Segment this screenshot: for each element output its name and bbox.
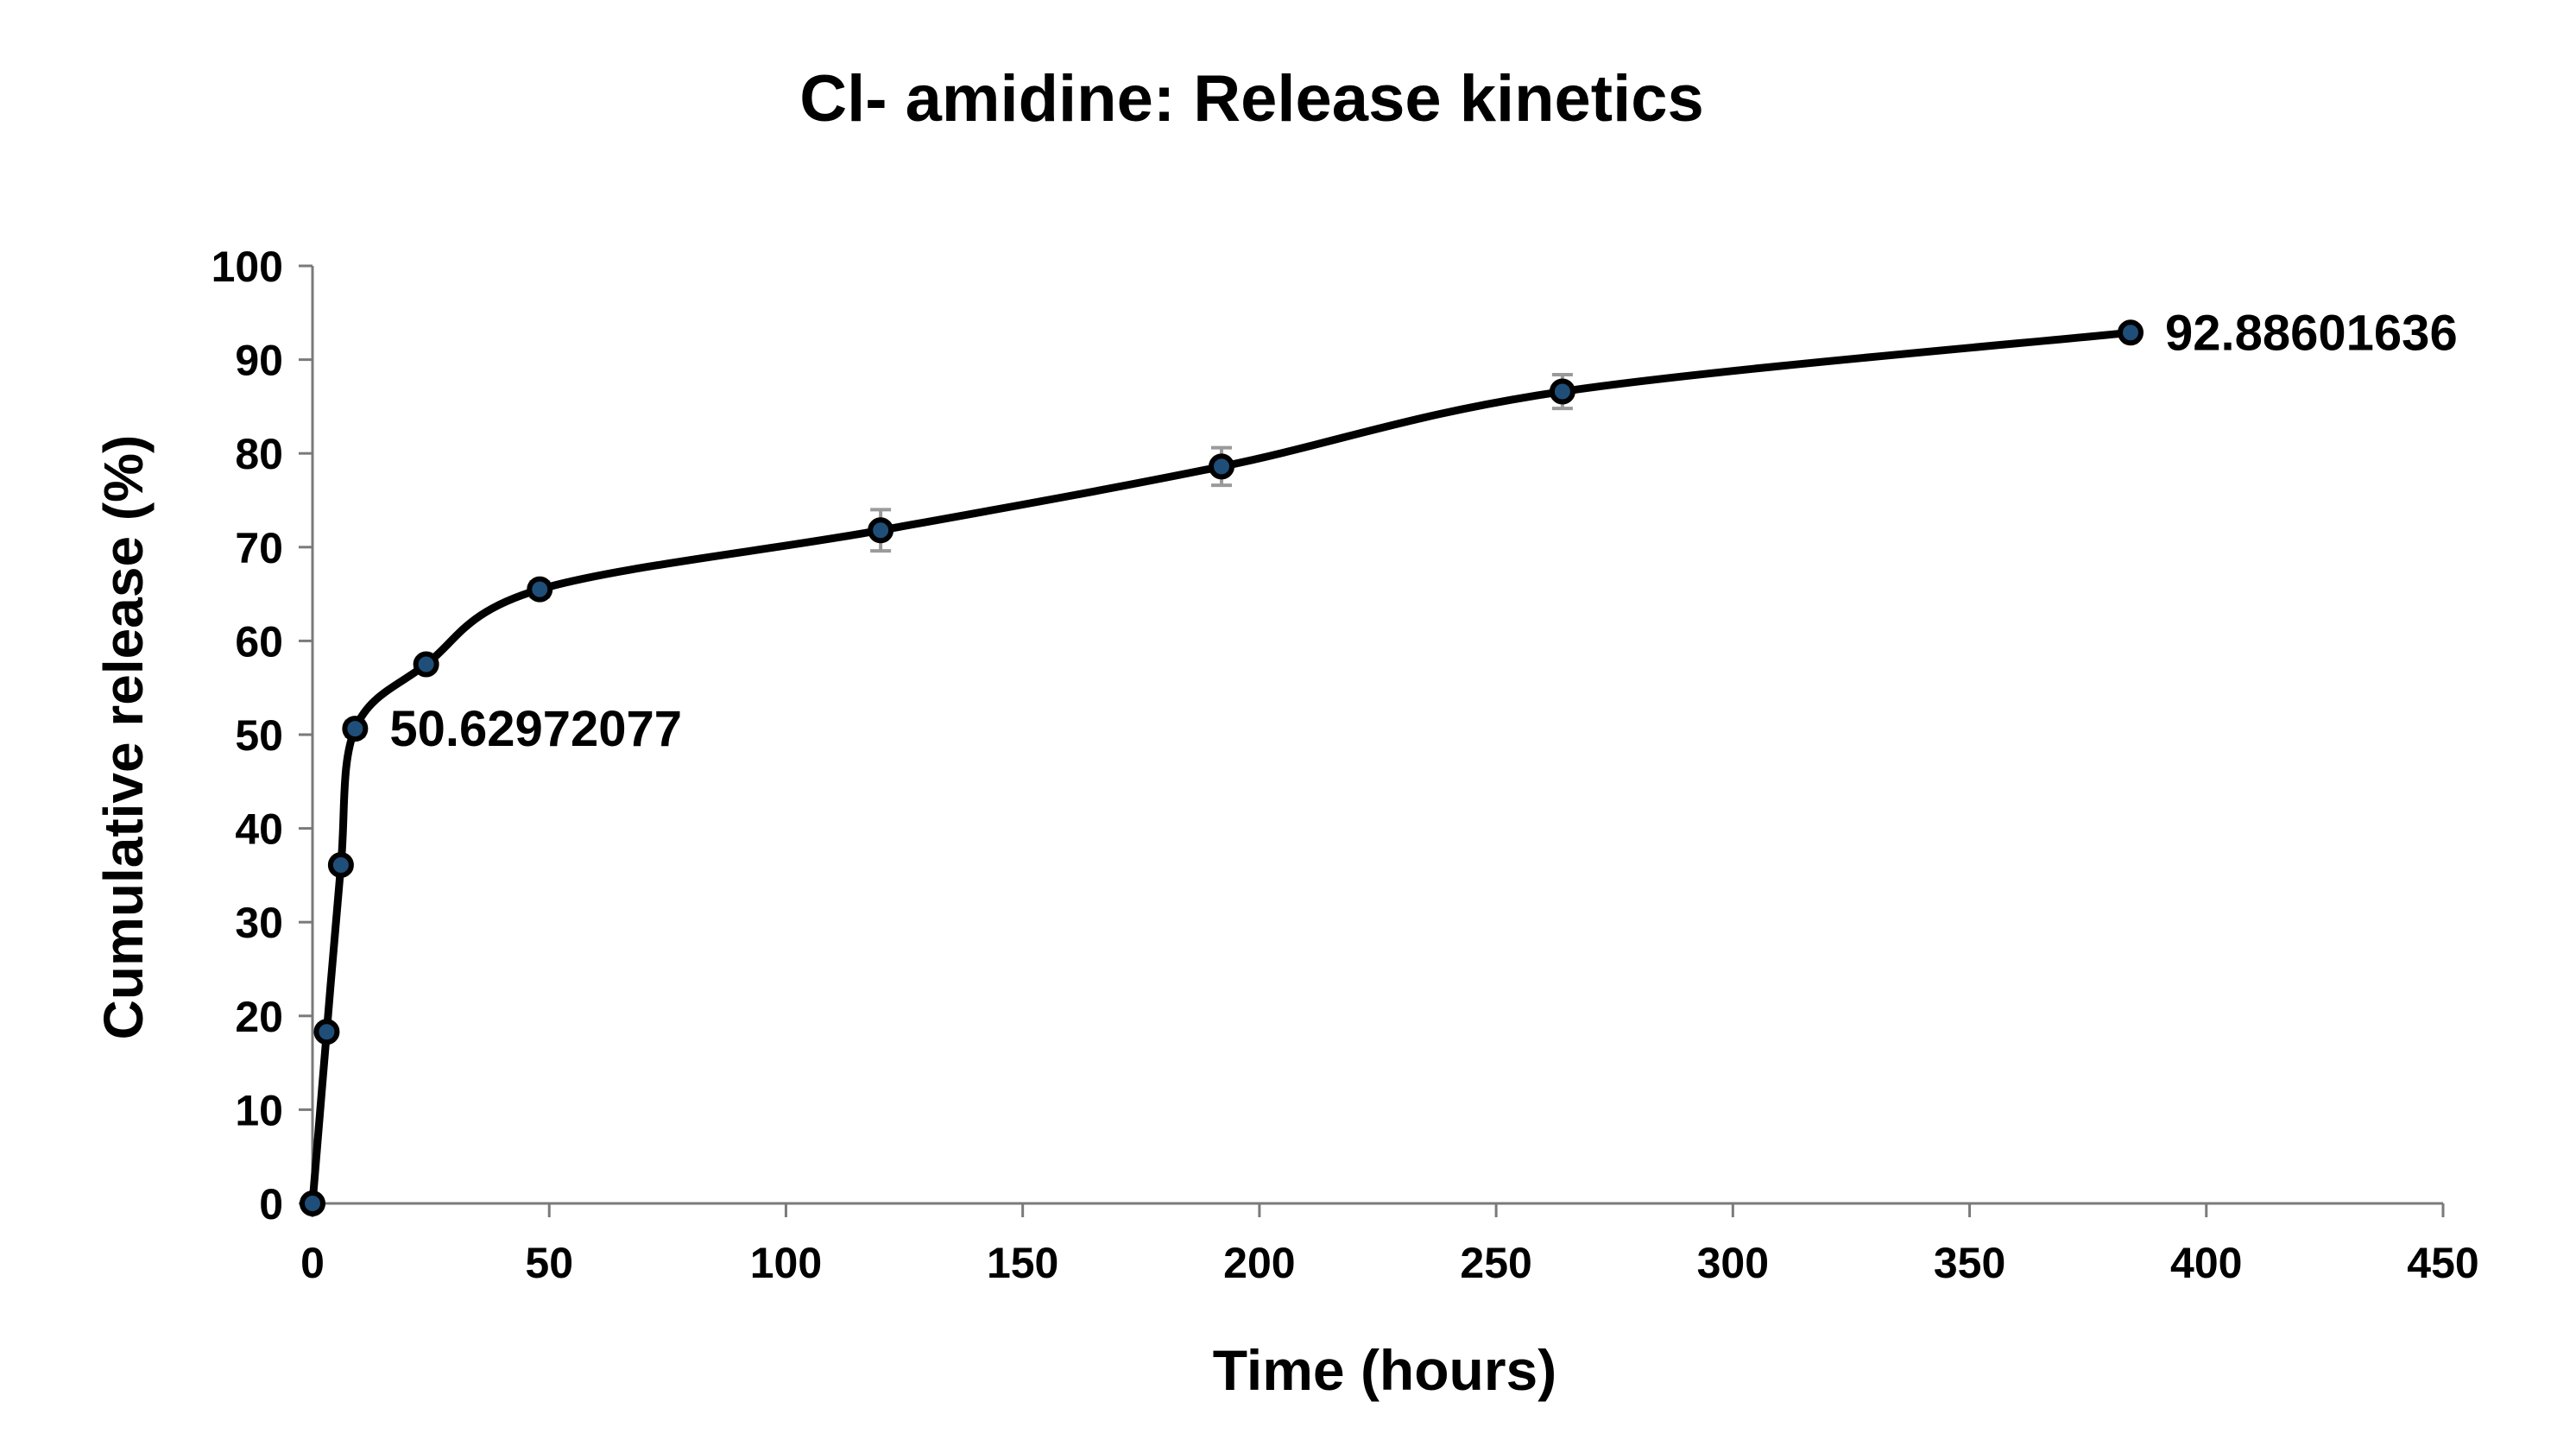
x-tick-label: 100 bbox=[750, 1239, 822, 1287]
x-tick-label: 350 bbox=[1934, 1239, 2005, 1287]
x-tick-label: 150 bbox=[987, 1239, 1058, 1287]
x-tick-label: 250 bbox=[1460, 1239, 1531, 1287]
data-labels: 50.62972077 92.88601636 bbox=[389, 305, 2457, 757]
y-tick-label: 40 bbox=[235, 805, 283, 854]
data-points bbox=[300, 319, 2144, 1216]
data-point bbox=[300, 1190, 325, 1216]
data-point bbox=[1209, 453, 1235, 480]
x-tick-label: 450 bbox=[2407, 1239, 2478, 1287]
y-tick-label: 70 bbox=[235, 524, 283, 572]
data-point bbox=[1549, 378, 1575, 405]
x-tick-label: 200 bbox=[1223, 1239, 1295, 1287]
data-point bbox=[2118, 319, 2144, 346]
x-tick-label: 0 bbox=[300, 1239, 325, 1287]
data-label: 50.62972077 bbox=[389, 701, 682, 757]
x-tick-label: 50 bbox=[525, 1239, 573, 1287]
chart-title: Cl- amidine: Release kinetics bbox=[799, 62, 1704, 136]
data-point bbox=[413, 651, 439, 678]
y-tick-label: 90 bbox=[235, 337, 283, 385]
y-axis-label: Cumulative release (%) bbox=[92, 435, 155, 1040]
x-tick-label: 400 bbox=[2170, 1239, 2242, 1287]
y-tick-label: 10 bbox=[235, 1086, 283, 1134]
x-tick-label: 300 bbox=[1697, 1239, 1769, 1287]
y-tick-label: 20 bbox=[235, 993, 283, 1041]
y-tick-label: 100 bbox=[212, 243, 283, 291]
data-label: 92.88601636 bbox=[2165, 305, 2458, 361]
data-point bbox=[527, 576, 553, 603]
y-tick-label: 60 bbox=[235, 617, 283, 666]
y-tick-label: 80 bbox=[235, 430, 283, 478]
error-bars bbox=[316, 325, 2142, 1039]
y-tick-label: 0 bbox=[259, 1180, 283, 1228]
axis-ticks: 0 10 20 30 40 50 60 70 80 90 100 0 50 100 150 200 250 300… bbox=[212, 243, 2479, 1287]
data-point bbox=[342, 716, 369, 742]
y-tick-label: 50 bbox=[235, 711, 283, 760]
y-tick-label: 30 bbox=[235, 899, 283, 947]
data-point bbox=[327, 851, 354, 878]
data-point bbox=[313, 1019, 340, 1045]
x-axis-label: Time (hours) bbox=[1213, 1338, 1556, 1402]
data-point bbox=[868, 517, 894, 544]
